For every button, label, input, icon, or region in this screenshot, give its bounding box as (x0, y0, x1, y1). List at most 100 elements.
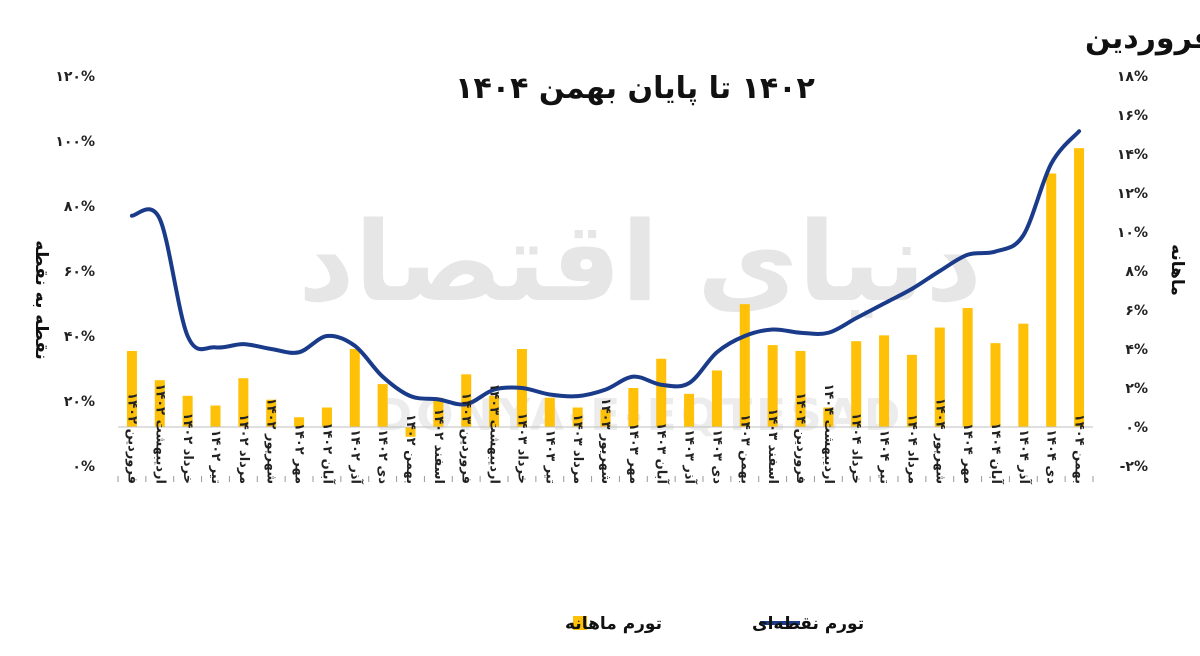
left-axis-tick-label: ۰% (72, 459, 95, 475)
monthly-bar (238, 378, 249, 427)
monthly-bar (489, 395, 500, 427)
x-axis-category-label: دی ۱۴۰۴ (1044, 429, 1059, 484)
point-to-point-line (129, 129, 1082, 407)
monthly-bar (1074, 148, 1085, 427)
right-axis-tick-label: ۰% (1125, 420, 1148, 436)
x-axis-category-label: شهریور ۱۴۰۴ (932, 398, 947, 484)
monthly-bar (656, 358, 667, 427)
right-axis-tick-label: ۱۲% (1117, 186, 1148, 202)
x-axis-category-label: مرداد ۱۴۰۴ (904, 414, 919, 484)
monthly-bars (126, 148, 1085, 437)
left-axis-tick-label: ۸۰% (64, 199, 95, 215)
monthly-bar (711, 370, 722, 427)
left-axis-tick-label: ۲۰% (64, 394, 95, 410)
chart-title-line-1: روند تورم ماهانه و نقطه‌ای کالاهای خوراک… (1085, 19, 1200, 56)
left-axis-tick-label: ۶۰% (64, 264, 95, 280)
left-axis-tick-label: ۴۰% (64, 329, 95, 345)
monthly-bar (851, 341, 862, 427)
monthly-bar (182, 395, 193, 427)
right-axis-tick-label: ۲% (1125, 381, 1148, 397)
x-axis-tick-marks (117, 476, 1094, 482)
monthly-bar (377, 384, 388, 427)
left-axis-tick-label: ۱۰۰% (55, 134, 95, 150)
x-axis-category-label: فروردین ۱۴۰۲ (124, 392, 139, 484)
monthly-bar (934, 327, 945, 427)
left-axis-tick-label: ۱۲۰% (55, 69, 95, 85)
monthly-bar (294, 417, 305, 427)
x-axis-category-labels: فروردین ۱۴۰۲ اردیبهشت ۱۴۰۲ خرداد ۱۴۰۲ تیر ۱… (124, 383, 1086, 484)
x-axis-category-label: اسفند ۱۴۰۲ (431, 408, 446, 484)
monthly-bar (544, 397, 555, 427)
x-axis-category-label: دی ۱۴۰۲ (375, 429, 390, 484)
monthly-bar (1018, 323, 1029, 427)
monthly-bar (154, 380, 165, 427)
monthly-bar (210, 405, 221, 427)
monthly-bar (767, 345, 778, 427)
x-axis-category-label: خرداد ۱۴۰۲ (180, 412, 195, 484)
monthly-bar (684, 393, 695, 427)
x-axis-category-label: مهر ۱۴۰۴ (960, 423, 975, 484)
right-axis-tick-label: ۱۴% (1117, 147, 1148, 163)
monthly-bar (1046, 173, 1057, 427)
x-axis-category-label: مهر ۱۴۰۳ (626, 423, 641, 484)
legend-bar-label: تورم ماهانه (565, 614, 662, 634)
monthly-bar (628, 388, 639, 427)
x-axis-category-label: آذر ۱۴۰۲ (347, 429, 364, 484)
monthly-bar (962, 308, 973, 427)
legend: تورم نقطه‌ای تورم ماهانه (565, 614, 864, 634)
x-axis-category-label: آبان ۱۴۰۴ (988, 422, 1005, 484)
legend-bar-swatch (573, 616, 587, 630)
x-axis-category-label: اردیبهشت ۱۴۰۲ (152, 383, 167, 484)
monthly-bar (823, 407, 834, 427)
x-axis-category-label: مهر ۱۴۰۲ (292, 423, 307, 484)
right-axis-tick-label: ۱۶% (1117, 108, 1148, 124)
x-axis-category-label: آذر ۱۴۰۳ (682, 429, 699, 484)
x-axis-category-label: شهریور ۱۴۰۳ (598, 398, 613, 484)
right-axis-ticks: ۱۸% ۱۶% ۱۴% ۱۲% ۱۰% ۸% ۶% ۴% ۲% ۰% -۲% (1117, 69, 1148, 475)
x-axis-category-label: بهمن ۱۴۰۲ (403, 414, 418, 484)
right-axis-title: ماهانه (1167, 244, 1187, 296)
right-axis-tick-label: ۶% (1125, 303, 1148, 319)
left-axis-title: نقطه به نقطه (31, 240, 51, 360)
x-axis-category-label: فروردین ۱۴۰۴ (793, 392, 808, 484)
monthly-bar (349, 349, 360, 427)
monthly-bar (433, 397, 444, 427)
chart-title-line-2: ۱۴۰۲ تا پایان بهمن ۱۴۰۴ (455, 71, 815, 106)
monthly-bar (405, 427, 416, 437)
x-axis-category-label: تیر ۱۴۰۴ (877, 429, 892, 484)
monthly-bar (906, 354, 917, 427)
x-axis-category-label: دی ۱۴۰۳ (709, 429, 724, 484)
monthly-bar (572, 407, 583, 427)
watermark-text: دنیای اقتصاد (298, 198, 982, 326)
left-axis-ticks: ۱۲۰% ۱۰۰% ۸۰% ۶۰% ۴۰% ۲۰% ۰% (55, 69, 95, 475)
x-axis-category-label: آبان ۱۴۰۳ (654, 422, 671, 484)
right-axis-tick-label: -۲% (1120, 459, 1148, 475)
x-axis-category-label: شهریور ۱۴۰۲ (264, 398, 279, 484)
monthly-bar (266, 399, 277, 427)
x-axis-category-label: مرداد ۱۴۰۳ (570, 414, 585, 484)
monthly-bar (795, 350, 806, 427)
monthly-bar (600, 409, 611, 427)
x-axis-category-label: تیر ۱۴۰۲ (208, 429, 223, 484)
right-axis-tick-label: ۸% (1125, 264, 1148, 280)
right-axis-tick-label: ۱۰% (1117, 225, 1148, 241)
monthly-bar (879, 335, 890, 427)
x-axis-category-label: اردیبهشت ۱۴۰۴ (821, 383, 836, 484)
right-axis-tick-label: ۴% (1125, 342, 1148, 358)
x-axis-category-label: اسفند ۱۴۰۳ (765, 408, 780, 484)
monthly-bar (461, 374, 472, 427)
legend-line-label: تورم نقطه‌ای (752, 614, 864, 634)
x-axis-category-label: مرداد ۱۴۰۲ (236, 414, 251, 484)
x-axis-category-label: خرداد ۱۴۰۳ (514, 412, 529, 484)
monthly-bar (321, 407, 332, 427)
right-axis-tick-label: ۱۸% (1117, 69, 1148, 85)
x-axis-category-label: خرداد ۱۴۰۴ (849, 412, 864, 484)
x-axis-category-label: تیر ۱۴۰۳ (542, 429, 557, 484)
monthly-bar (739, 304, 750, 427)
x-axis-category-label: فروردین ۱۴۰۳ (459, 392, 474, 484)
x-axis-category-label: آبان ۱۴۰۲ (319, 422, 336, 484)
x-axis-category-label: بهمن ۱۴۰۴ (1072, 414, 1087, 484)
monthly-bar (126, 350, 137, 427)
x-axis-category-label: بهمن ۱۴۰۳ (737, 414, 752, 484)
